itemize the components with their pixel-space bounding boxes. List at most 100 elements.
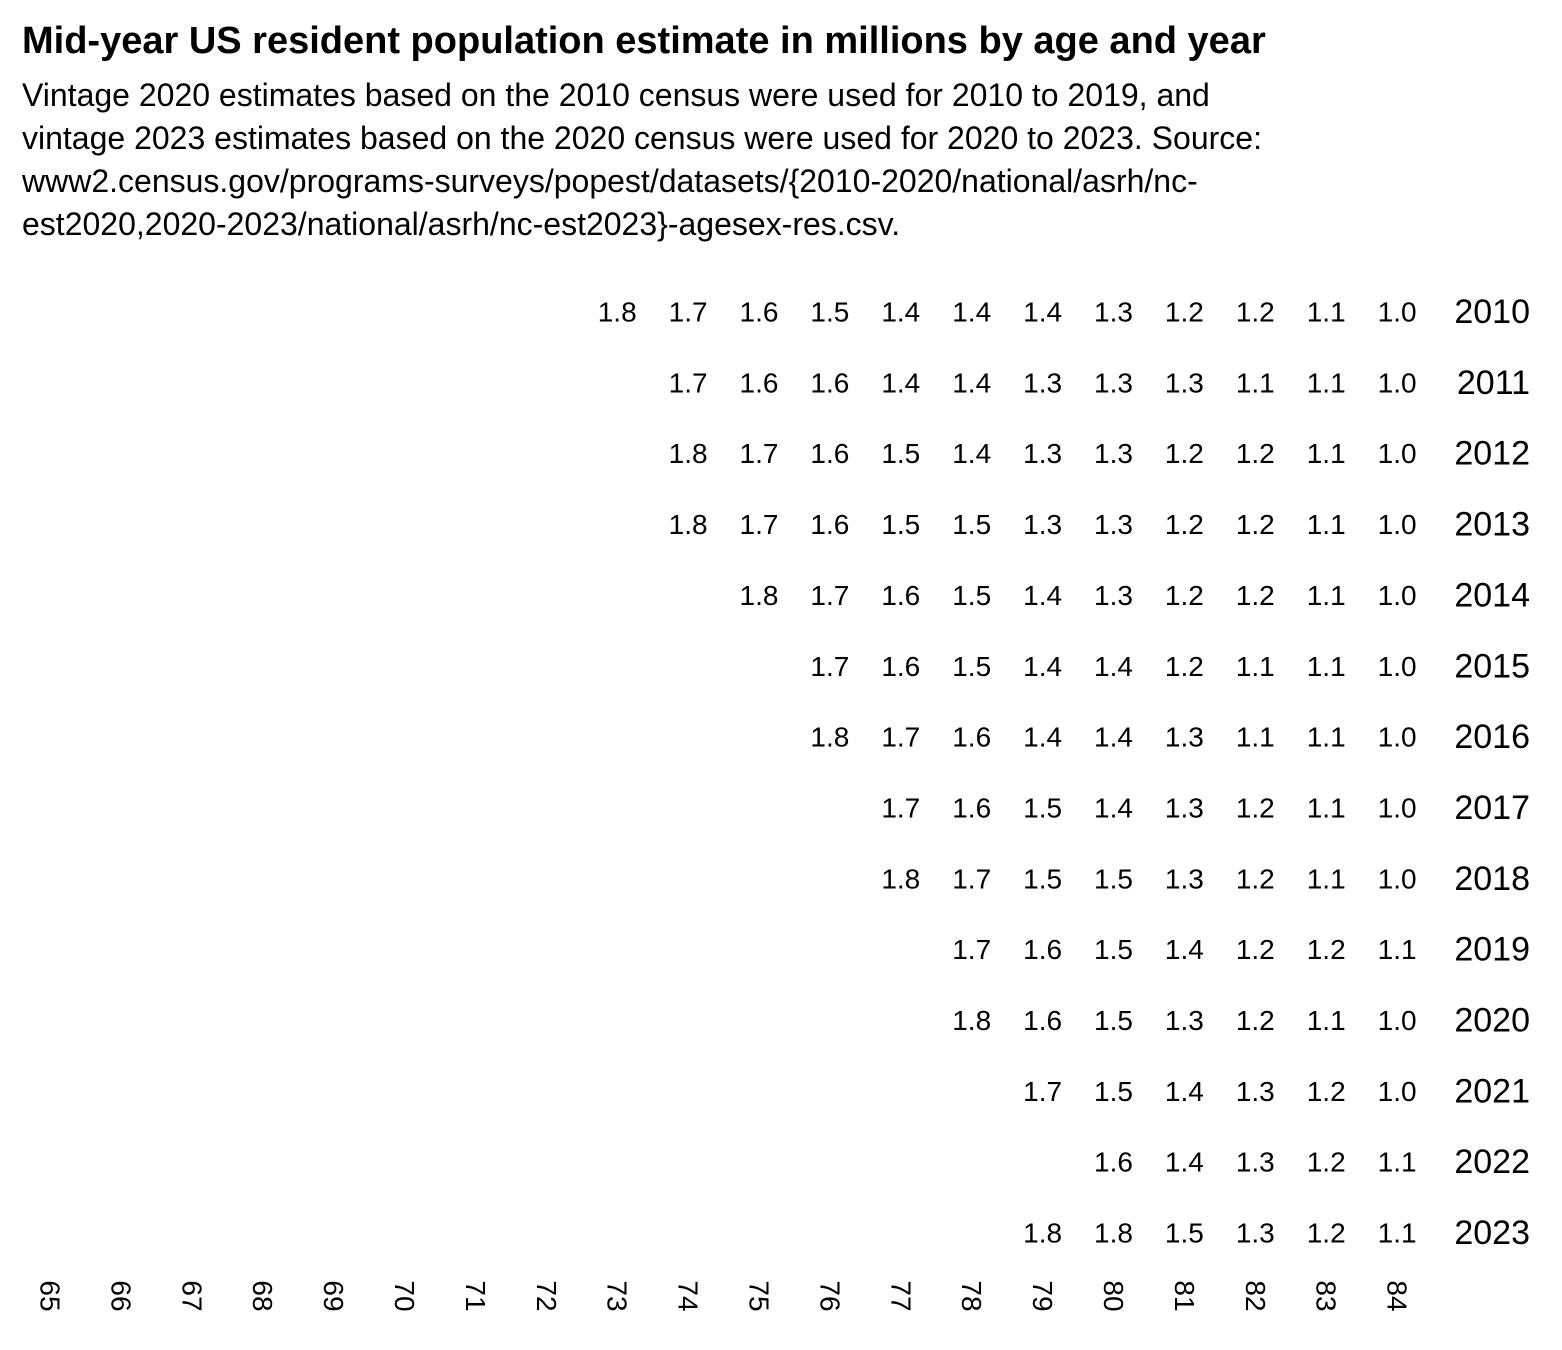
age-tick-label: 73 xyxy=(602,1280,633,1311)
value-cell: 1.5 xyxy=(1094,934,1133,965)
value-cell: 1.8 xyxy=(1094,1218,1133,1249)
value-cell: 1.2 xyxy=(1236,934,1275,965)
age-tick-label: 83 xyxy=(1311,1280,1342,1311)
age-tick-label: 77 xyxy=(885,1280,916,1311)
value-cell: 1.2 xyxy=(1236,792,1275,823)
value-cell: 1.4 xyxy=(1094,651,1133,682)
value-cell: 1.4 xyxy=(881,297,920,328)
value-cell: 1.3 xyxy=(1023,509,1062,540)
year-label: 2017 xyxy=(1454,789,1530,827)
value-cell: 1.4 xyxy=(952,438,991,469)
value-cell: 1.8 xyxy=(810,722,849,753)
value-cell: 1.3 xyxy=(1094,580,1133,611)
value-cell: 1.1 xyxy=(1236,722,1275,753)
value-cell: 1.3 xyxy=(1236,1076,1275,1107)
year-labels: 2010 2011 2012 2013 2014 2015 2016 2017 2018 2019… xyxy=(1454,293,1530,1252)
value-cell: 1.3 xyxy=(1165,1005,1204,1036)
value-cell: 1.3 xyxy=(1165,722,1204,753)
age-tick-label: 81 xyxy=(1169,1280,1200,1311)
value-cell: 1.8 xyxy=(881,863,920,894)
value-cell: 1.0 xyxy=(1378,438,1417,469)
value-cell: 1.3 xyxy=(1094,367,1133,398)
year-label: 2012 xyxy=(1454,435,1530,473)
age-tick-label: 80 xyxy=(1098,1280,1129,1311)
value-cell: 1.2 xyxy=(1236,863,1275,894)
value-cell: 1.7 xyxy=(952,934,991,965)
value-cell: 1.5 xyxy=(952,580,991,611)
value-cell: 1.0 xyxy=(1378,580,1417,611)
value-cell: 1.4 xyxy=(1023,580,1062,611)
age-tick-label: 68 xyxy=(247,1280,278,1311)
value-cell: 1.8 xyxy=(952,1005,991,1036)
value-cell: 1.4 xyxy=(952,367,991,398)
value-cell: 1.3 xyxy=(1165,367,1204,398)
year-label: 2013 xyxy=(1454,506,1530,544)
year-label: 2016 xyxy=(1454,718,1530,756)
age-tick-label: 65 xyxy=(35,1280,66,1311)
value-cell: 1.1 xyxy=(1307,297,1346,328)
value-cell: 1.1 xyxy=(1307,509,1346,540)
age-tick-label: 78 xyxy=(956,1280,987,1311)
value-cell: 1.6 xyxy=(952,792,991,823)
value-cell: 1.1 xyxy=(1307,367,1346,398)
value-cell: 1.7 xyxy=(740,438,779,469)
value-cell: 1.0 xyxy=(1378,509,1417,540)
year-label: 2023 xyxy=(1454,1214,1530,1252)
age-tick-label: 75 xyxy=(744,1280,775,1311)
value-cell: 1.7 xyxy=(669,367,708,398)
age-tick-label: 66 xyxy=(105,1280,136,1311)
value-cell: 1.3 xyxy=(1094,438,1133,469)
value-cell: 1.2 xyxy=(1165,297,1204,328)
value-cell: 1.6 xyxy=(740,297,779,328)
value-cell: 1.8 xyxy=(1023,1218,1062,1249)
value-cell: 1.5 xyxy=(881,438,920,469)
value-cell: 1.5 xyxy=(952,651,991,682)
age-tick-label: 79 xyxy=(1027,1280,1058,1311)
value-cell: 1.8 xyxy=(669,438,708,469)
age-tick-label: 76 xyxy=(814,1280,845,1311)
value-cell: 1.6 xyxy=(810,367,849,398)
year-label: 2015 xyxy=(1454,647,1530,685)
value-cell: 1.1 xyxy=(1307,792,1346,823)
value-cell: 1.7 xyxy=(740,509,779,540)
value-cell: 1.4 xyxy=(1165,1147,1204,1178)
value-cell: 1.6 xyxy=(810,509,849,540)
value-cell: 1.5 xyxy=(1023,863,1062,894)
cells-layer: 1.8 1.7 1.6 1.5 1.4 1.4 1.4 1.3 1.2 1.2 1.1 1.0 1.7 1… xyxy=(598,297,1417,1249)
value-cell: 1.0 xyxy=(1378,722,1417,753)
value-cell: 1.2 xyxy=(1165,580,1204,611)
value-cell: 1.1 xyxy=(1378,1147,1417,1178)
value-cell: 1.2 xyxy=(1307,1218,1346,1249)
value-cell: 1.1 xyxy=(1236,651,1275,682)
value-cell: 1.7 xyxy=(669,297,708,328)
value-cell: 1.8 xyxy=(669,509,708,540)
year-label: 2019 xyxy=(1454,931,1530,969)
age-tick-label: 71 xyxy=(460,1280,491,1311)
chart-header: Mid-year US resident population estimate… xyxy=(22,18,1532,246)
value-cell: 1.5 xyxy=(881,509,920,540)
value-cell: 1.4 xyxy=(1165,1076,1204,1107)
value-cell: 1.8 xyxy=(740,580,779,611)
year-label: 2010 xyxy=(1454,293,1530,331)
value-cell: 1.7 xyxy=(952,863,991,894)
year-label: 2018 xyxy=(1454,860,1530,898)
value-cell: 1.8 xyxy=(598,297,637,328)
value-cell: 1.4 xyxy=(1023,651,1062,682)
age-tick-label: 74 xyxy=(673,1280,704,1311)
value-cell: 1.6 xyxy=(952,722,991,753)
value-cell: 1.4 xyxy=(1023,297,1062,328)
value-cell: 1.1 xyxy=(1307,722,1346,753)
value-cell: 1.7 xyxy=(810,580,849,611)
value-cell: 1.0 xyxy=(1378,297,1417,328)
value-cell: 1.3 xyxy=(1023,367,1062,398)
age-tick-label: 67 xyxy=(176,1280,207,1311)
value-cell: 1.1 xyxy=(1307,651,1346,682)
chart-title: Mid-year US resident population estimate… xyxy=(22,20,1266,62)
year-label: 2020 xyxy=(1454,1002,1530,1040)
value-cell: 1.2 xyxy=(1165,509,1204,540)
value-cell: 1.6 xyxy=(810,438,849,469)
value-cell: 1.1 xyxy=(1307,438,1346,469)
value-cell: 1.5 xyxy=(1094,1076,1133,1107)
value-cell: 1.3 xyxy=(1165,863,1204,894)
